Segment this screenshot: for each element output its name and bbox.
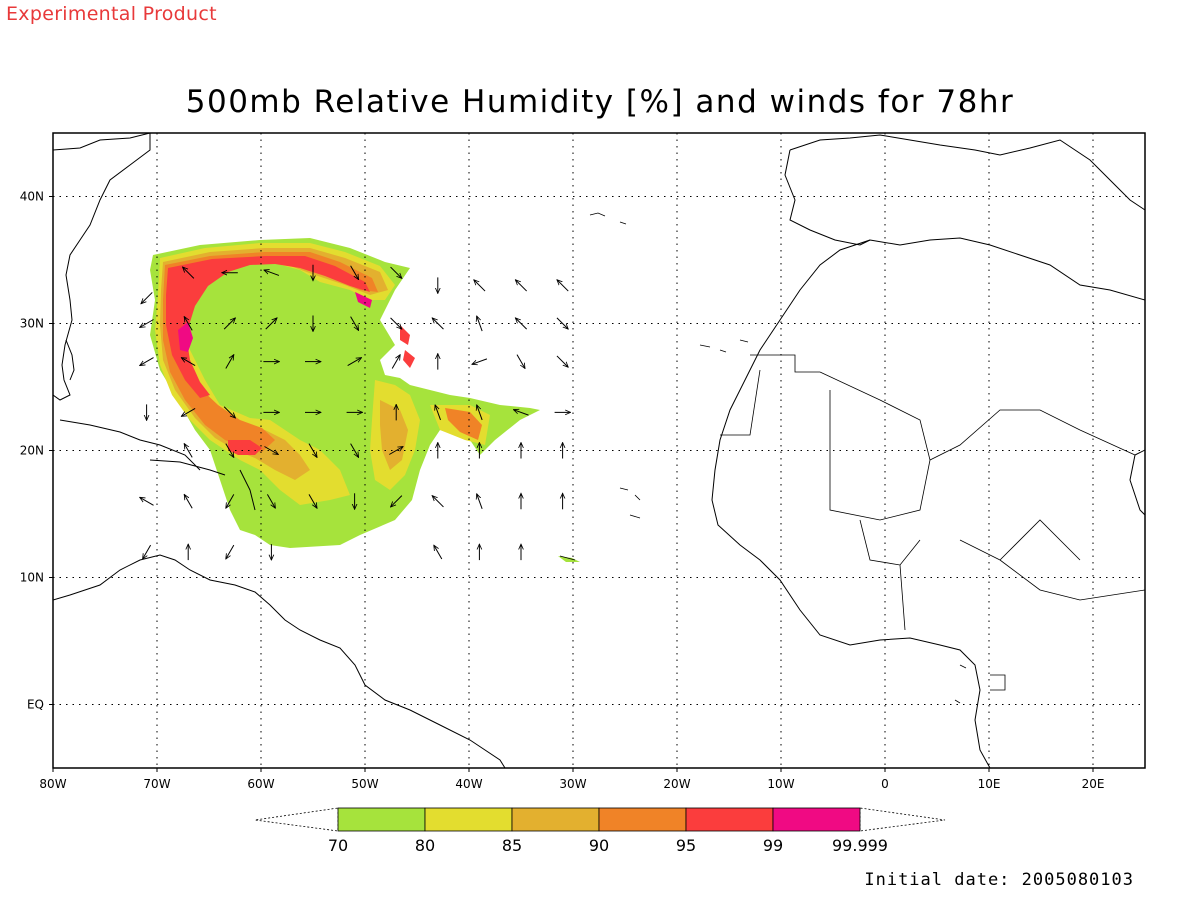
wind-arrow [472,358,488,364]
wind-arrow [265,318,277,330]
wind-arrow [225,443,234,458]
lat-tick-label: 20N [20,444,44,458]
colorbar-label: 80 [415,836,435,855]
wind-arrow [264,270,280,276]
wind-arrow [434,545,443,560]
colorbar-right-extension [859,807,946,832]
wind-arrow [515,280,528,292]
south-america-coast [53,554,506,768]
wind-arrow [513,410,529,416]
wind-arrow [181,358,196,367]
lon-tick-label: 20W [663,777,690,791]
colorbar-label: 85 [502,836,522,855]
wind-arrow [308,494,317,508]
colorbar-label: 99 [763,836,783,855]
wind-arrow [141,292,153,303]
wind-arrow [515,318,528,330]
lon-tick-label: 60W [247,777,274,791]
colorbar-swatch [685,807,774,832]
north-america-coast [53,133,151,401]
colorbar-swatch [511,807,600,832]
wind-arrow [477,405,483,421]
wind-arrow [184,494,193,509]
wind-arrow [474,280,486,292]
wind-arrow [226,544,235,559]
lon-tick-label: 10E [978,777,1001,791]
wind-arrow [226,494,235,508]
coastlines [53,133,1145,768]
initial-date: Initial date: 2005080103 [864,870,1134,890]
wind-arrow [184,317,193,331]
lat-lon-grid [53,133,1145,768]
wind-arrow [184,444,193,458]
colorbar-label: 99.999 [832,836,888,855]
wind-arrow [266,494,275,508]
colorbar-left-extension [254,807,339,832]
colorbar-swatch [424,807,513,832]
lat-tick-label: 30N [20,317,44,331]
country-borders [720,354,1145,691]
colorbar-swatch [772,807,861,832]
humidity-70-cape-verde-patch [558,556,580,562]
lon-tick-label: 50W [351,777,378,791]
lon-tick-label: 80W [39,777,66,791]
wind-arrow [435,405,442,421]
humidity-70-region [150,238,540,548]
lon-tick-label: 30W [559,777,586,791]
florida-cuba-hispaniola [59,339,256,511]
lon-tick-label: 40W [455,777,482,791]
experimental-product-label: Experimental Product [6,3,217,25]
wind-arrow [183,267,195,279]
axis-ticks: 80W 70W 60W 50W 40W 30W 20W 10W 0 10E 20E 40N 30N 20N… [20,190,1105,792]
lon-tick-label: 20E [1082,777,1105,791]
wind-arrow [391,495,403,507]
wind-arrow [143,544,152,559]
lon-tick-label: 0 [881,777,889,791]
wind-arrow [556,355,568,367]
lat-tick-label: EQ [27,698,44,712]
lon-tick-label: 10W [767,777,794,791]
wind-arrow [350,265,359,280]
islands [559,212,967,704]
wind-arrow [390,266,402,278]
wind-arrow [477,494,483,509]
wind-arrow [557,280,569,292]
wind-arrow [225,355,234,369]
wind-arrow [391,355,400,369]
wind-arrow [432,318,444,330]
wind-arrow [556,317,568,329]
lat-tick-label: 10N [20,571,44,585]
wind-arrow [223,318,235,330]
wind-arrow [308,443,317,458]
wind-arrow [223,406,235,418]
colorbar-label: 70 [328,836,348,855]
colorbar-swatch [337,807,426,832]
colorbar: 70 80 85 90 95 99 99.999 [254,807,946,855]
lat-tick-label: 40N [20,190,44,204]
wind-arrow [432,496,444,508]
colorbar-label: 90 [589,836,609,855]
wind-arrow [389,447,403,455]
wind-arrow [140,319,154,328]
wind-vectors [140,264,571,560]
wind-arrow [516,354,525,369]
wind-arrow [264,446,278,455]
colorbar-label: 95 [676,836,696,855]
africa-coast [711,237,1145,768]
europe-coast [784,134,1145,246]
wind-arrow [390,317,402,329]
wind-arrow [350,443,359,458]
wind-arrow [181,407,196,416]
wind-arrow [140,497,154,506]
wind-arrow [347,358,362,367]
wind-arrow [350,316,359,331]
colorbar-swatch [598,807,687,832]
lon-tick-label: 70W [143,777,170,791]
map-title: 500mb Relative Humidity [%] and winds fo… [185,84,1015,120]
wind-arrow [140,357,154,366]
wind-arrow [477,316,483,332]
